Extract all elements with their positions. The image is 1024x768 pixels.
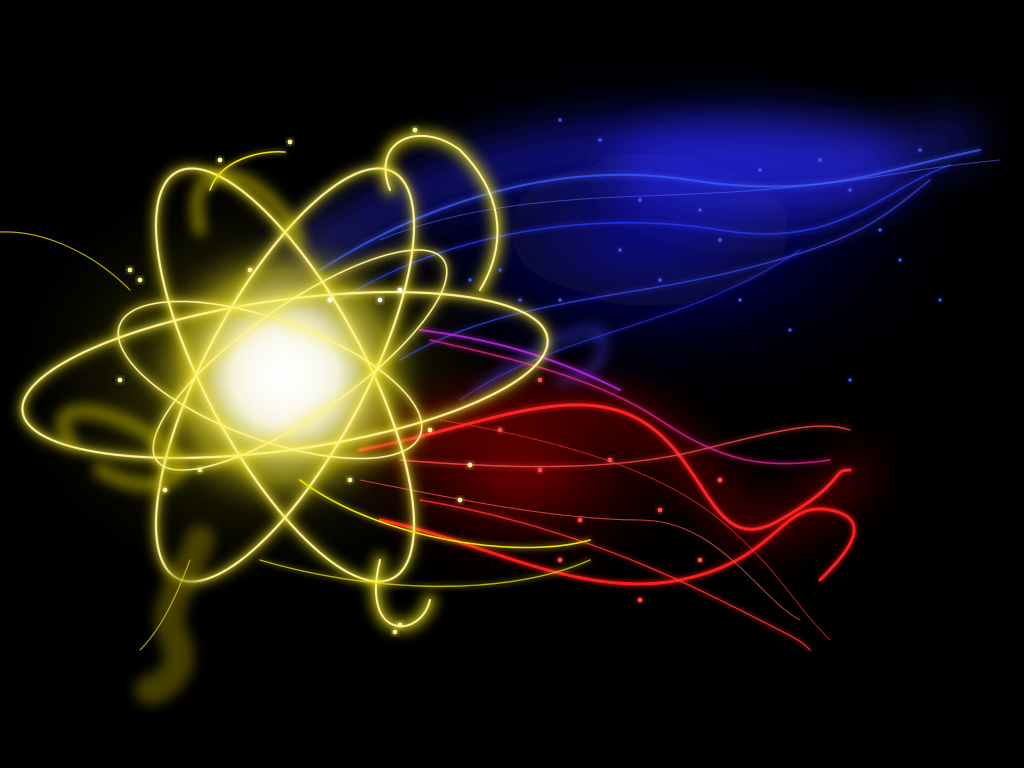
blue-streak-1 xyxy=(319,149,981,271)
sparkle xyxy=(127,267,133,273)
sparkle xyxy=(427,427,433,433)
sparkle xyxy=(537,467,543,473)
sparkle xyxy=(197,467,203,473)
sparkle xyxy=(657,507,663,513)
atom-ring xyxy=(152,249,448,471)
sparkle xyxy=(938,298,942,302)
sparkle xyxy=(247,267,253,273)
sparkle xyxy=(717,477,723,483)
sparkle xyxy=(467,462,473,468)
sparkle xyxy=(457,497,463,503)
sparkle xyxy=(818,158,822,162)
blue-streak-3 xyxy=(399,179,931,361)
blue-streak-5 xyxy=(379,159,1001,241)
sparkle xyxy=(347,477,353,483)
yellow-loop-bottom-line xyxy=(374,559,431,628)
yellow-tail-left xyxy=(0,231,131,291)
sparkle xyxy=(137,277,143,283)
sparkle xyxy=(658,278,662,282)
atom-ring xyxy=(117,300,423,460)
red-streak-5 xyxy=(429,339,831,465)
atom xyxy=(0,128,591,705)
sparkle xyxy=(377,297,383,303)
red-streak-4 xyxy=(419,499,811,651)
sparkle xyxy=(518,298,522,302)
blue-streak-2 xyxy=(339,164,951,301)
sparkle xyxy=(397,287,403,293)
sparkle xyxy=(392,629,398,635)
sparkle xyxy=(878,228,882,232)
sparkle xyxy=(412,127,418,133)
atom-ring xyxy=(154,167,416,583)
sparkle xyxy=(497,427,503,433)
yellow-arc-right-2 xyxy=(259,559,591,588)
sparkle xyxy=(537,377,543,383)
sparkle xyxy=(718,238,722,242)
red-streak-1 xyxy=(358,403,852,531)
sparkle xyxy=(397,622,403,628)
sparkle xyxy=(638,198,642,202)
sparkle xyxy=(788,328,792,332)
yellow-swirl-top xyxy=(209,150,286,191)
sparkle xyxy=(848,188,852,192)
red-streak-7 xyxy=(439,419,831,641)
sparkle xyxy=(738,298,742,302)
red-streak-2 xyxy=(378,507,856,586)
sparkle xyxy=(607,457,613,463)
sparkle xyxy=(287,139,293,145)
sparkle xyxy=(117,377,123,383)
yellow-tail-bottom xyxy=(139,559,191,651)
yellow-swirl-left xyxy=(190,169,306,246)
sparkle xyxy=(898,258,902,262)
red-streak-6 xyxy=(359,479,801,621)
sparkle xyxy=(217,157,223,163)
sparkle xyxy=(598,138,602,142)
yellow-loop-top-line xyxy=(384,134,499,291)
sparkles xyxy=(117,118,942,635)
sparkle xyxy=(698,208,702,212)
sparkle xyxy=(637,597,643,603)
sparkle xyxy=(557,557,563,563)
sparkle xyxy=(758,168,762,172)
sparkle xyxy=(848,378,852,382)
sparkle xyxy=(558,118,562,122)
sparkle xyxy=(697,557,703,563)
atom-core-bright xyxy=(225,315,345,435)
yellow-loop-left xyxy=(56,404,186,492)
red-streak-3 xyxy=(399,425,851,468)
sparkle xyxy=(327,297,333,303)
sparkle xyxy=(162,487,168,493)
yellow-arc-right xyxy=(299,479,591,549)
sparkle xyxy=(918,148,922,152)
sparkle xyxy=(468,278,472,282)
sparkle xyxy=(618,248,622,252)
sparkle xyxy=(577,517,583,523)
red-streak-glow xyxy=(366,388,874,544)
atom-rings xyxy=(17,163,553,587)
red-streaks xyxy=(358,329,874,651)
magenta-streak xyxy=(419,329,621,391)
sparkle xyxy=(558,298,562,302)
sparkle xyxy=(498,268,502,272)
